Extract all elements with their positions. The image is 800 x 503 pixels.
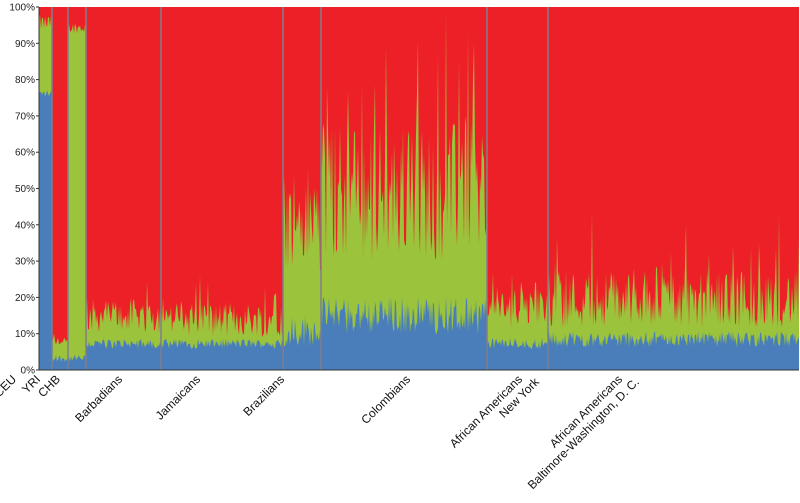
bars-blue-4 [161, 338, 283, 370]
group-dividers [51, 7, 549, 370]
bars-blue-0 [39, 90, 52, 371]
y-tick-label: 100% [9, 3, 35, 14]
y-tick-label: 50% [15, 184, 35, 195]
y-tick-label: 0% [21, 366, 36, 377]
y-axis: 0% 10% 20% 30% 40% 50% 60% 70% 80% 90% 100% [9, 3, 799, 377]
bars-green-2 [68, 23, 86, 371]
x-group-label: CHB [35, 372, 63, 400]
y-tick-label: 90% [15, 39, 35, 50]
bars-blue-8 [548, 331, 799, 370]
bars-green-8 [548, 213, 799, 370]
stacked-bars [39, 12, 799, 371]
x-group-label: CEU [0, 372, 19, 400]
x-group-label: African AmericansNew York [447, 364, 543, 460]
x-group-label: Jamaicans [153, 372, 203, 422]
bars-blue-7 [487, 337, 548, 370]
x-group-label: Colombians [358, 372, 413, 427]
bars-blue-5 [283, 316, 321, 370]
bars-blue-6 [321, 296, 487, 370]
y-tick-label: 30% [15, 257, 35, 268]
bars-blue-1 [52, 355, 68, 370]
bars-green-5 [283, 167, 321, 370]
bars-green-6 [321, 12, 487, 371]
bars-blue-3 [86, 338, 161, 370]
y-tick-label: 40% [15, 220, 35, 231]
x-group-label: Barbadians [72, 372, 125, 425]
y-tick-label: 20% [15, 293, 35, 304]
y-tick-label: 60% [15, 148, 35, 159]
y-tick-label: 70% [15, 111, 35, 122]
x-group-label-line: Baltimore-Washington, D. C. [525, 375, 642, 492]
y-tick-label: 10% [15, 329, 35, 340]
y-tick-label: 80% [15, 75, 35, 86]
bars-blue-2 [68, 354, 86, 370]
x-group-label: Brazilians [240, 372, 287, 419]
